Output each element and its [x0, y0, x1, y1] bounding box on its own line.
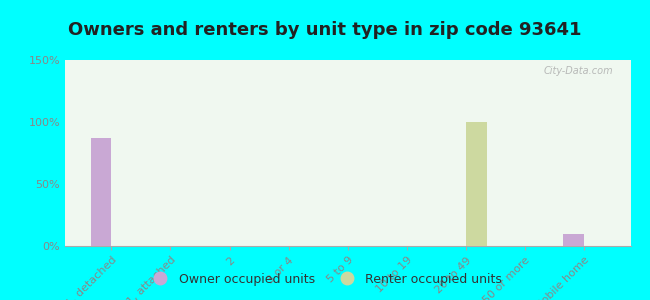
Text: City-Data.com: City-Data.com	[544, 66, 614, 76]
Text: Owners and renters by unit type in zip code 93641: Owners and renters by unit type in zip c…	[68, 21, 582, 39]
Bar	[564, 234, 584, 246]
Bar	[466, 122, 487, 246]
Bar	[91, 138, 111, 246]
Legend: Owner occupied units, Renter occupied units: Owner occupied units, Renter occupied un…	[143, 268, 507, 291]
